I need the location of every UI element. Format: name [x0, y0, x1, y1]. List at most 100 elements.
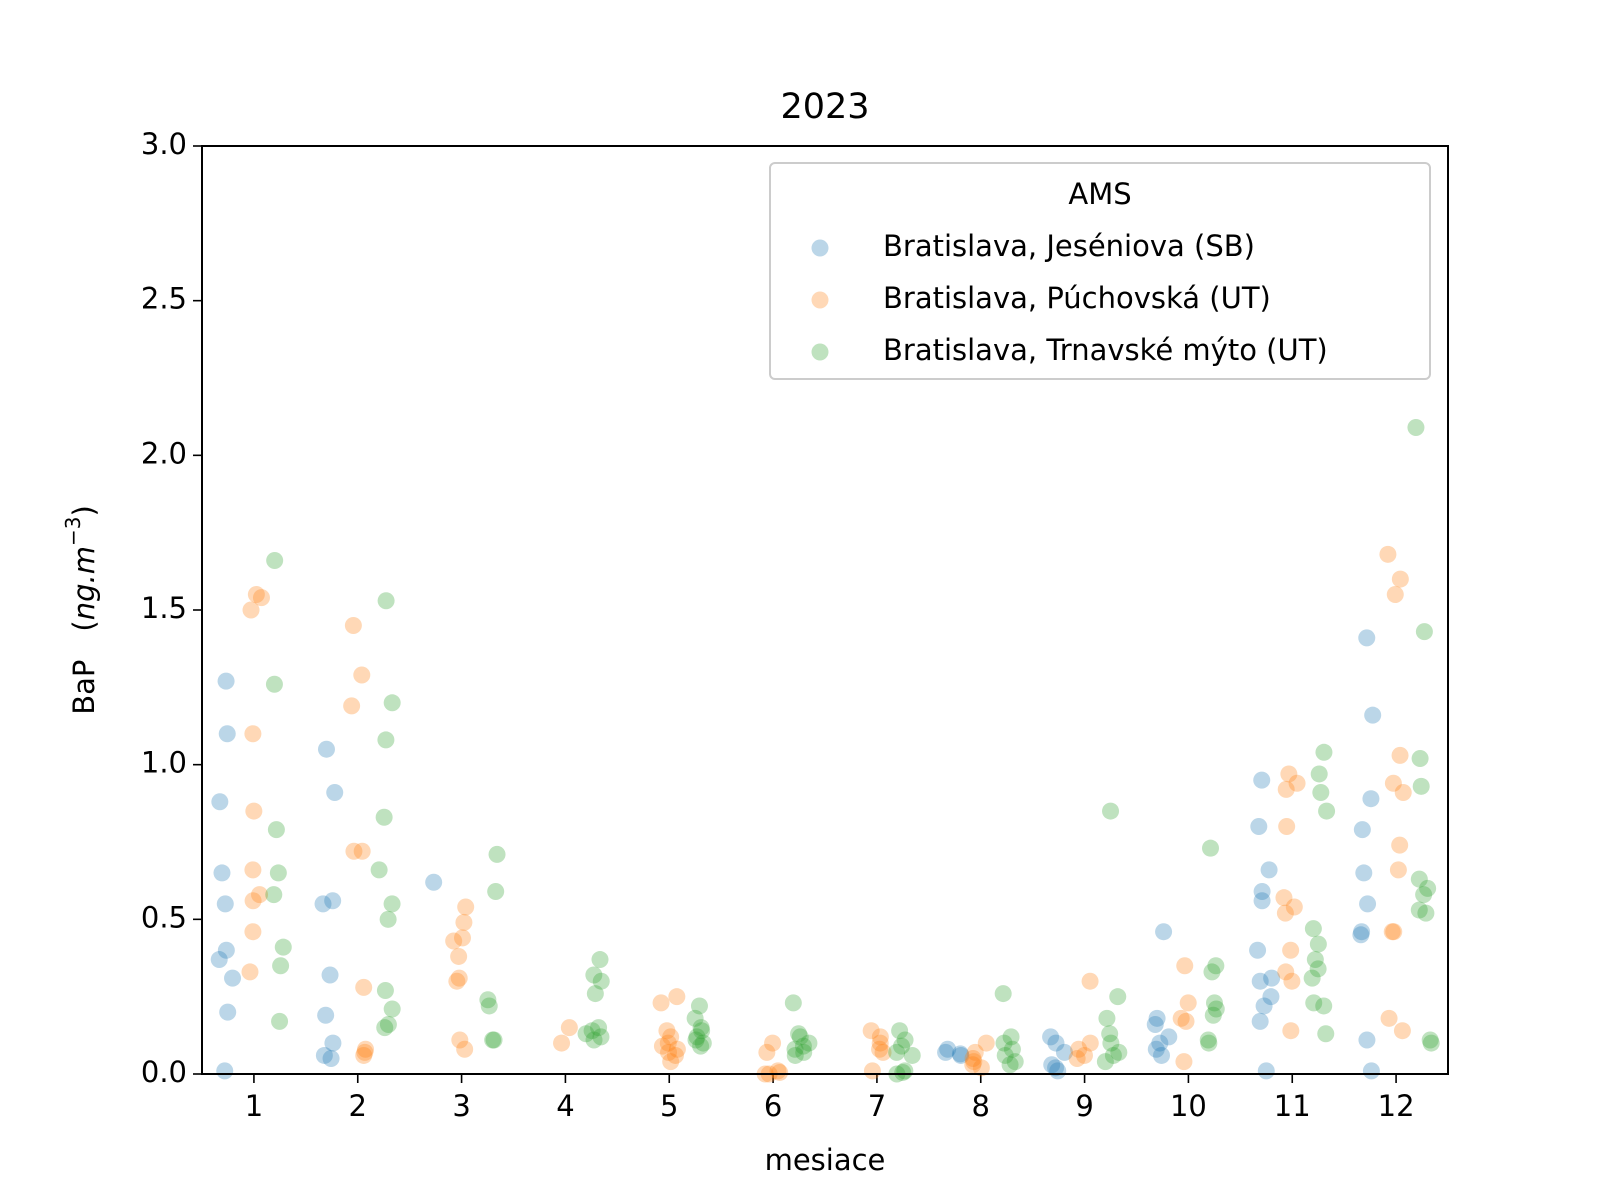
point: [585, 1031, 603, 1049]
point: [1317, 1025, 1335, 1043]
point: [795, 1043, 813, 1061]
point: [1147, 1040, 1165, 1058]
point: [1389, 861, 1407, 879]
point: [894, 1063, 912, 1081]
point: [1251, 972, 1269, 990]
point: [769, 1062, 787, 1080]
point: [668, 988, 686, 1006]
x-tick-label: 6: [764, 1089, 782, 1123]
point: [658, 1022, 676, 1040]
point: [560, 1019, 578, 1037]
point: [871, 1034, 889, 1052]
point: [1251, 1012, 1269, 1030]
point: [1415, 623, 1433, 641]
point: [216, 895, 234, 913]
point: [794, 1037, 812, 1055]
point: [1102, 1034, 1120, 1052]
point: [314, 895, 332, 913]
y-label-exp: −3: [61, 517, 85, 546]
point: [653, 1037, 671, 1055]
point: [951, 1045, 969, 1063]
point: [448, 972, 466, 990]
point: [455, 913, 473, 931]
point: [652, 994, 670, 1012]
point: [224, 969, 242, 987]
point: [479, 991, 497, 1009]
point: [1081, 972, 1099, 990]
point: [357, 1040, 375, 1058]
point: [1412, 777, 1430, 795]
point: [1055, 1043, 1073, 1061]
point: [1318, 802, 1336, 820]
point: [1204, 1006, 1222, 1024]
point: [1257, 1062, 1275, 1080]
x-tick-label: 3: [452, 1089, 470, 1123]
point: [1200, 1034, 1218, 1052]
point: [1148, 1009, 1166, 1027]
point: [1110, 1043, 1128, 1061]
point: [666, 1046, 684, 1064]
point: [1006, 1053, 1024, 1071]
point: [1096, 1053, 1114, 1071]
point: [1146, 1016, 1164, 1034]
point: [1199, 1031, 1217, 1049]
point: [244, 725, 262, 743]
point: [1419, 879, 1437, 897]
point: [1309, 935, 1327, 953]
point: [269, 864, 287, 882]
x-tick-label: 9: [1075, 1089, 1093, 1123]
point: [790, 1025, 808, 1043]
legend-label: Bratislava, Púchovská (UT): [883, 281, 1271, 315]
point: [1202, 839, 1220, 857]
legend-box: [769, 162, 1431, 380]
point: [315, 1046, 333, 1064]
point: [553, 1034, 571, 1052]
point: [353, 842, 371, 860]
point: [252, 589, 270, 607]
point: [487, 882, 505, 900]
y-tick-label: 1.0: [141, 746, 187, 780]
point: [937, 1043, 955, 1061]
point: [1384, 774, 1402, 792]
point: [377, 592, 395, 610]
point: [591, 951, 609, 969]
point: [265, 886, 283, 904]
point: [355, 978, 373, 996]
point: [786, 1040, 804, 1058]
point: [1358, 1031, 1376, 1049]
point: [244, 923, 262, 941]
point: [1249, 941, 1267, 959]
point: [660, 1043, 678, 1061]
point: [758, 1043, 776, 1061]
point: [585, 966, 603, 984]
point: [211, 793, 229, 811]
point: [1068, 1050, 1086, 1068]
point: [891, 1022, 909, 1040]
point: [862, 1022, 880, 1040]
legend-marker: [811, 239, 829, 257]
x-tick-label: 2: [349, 1089, 367, 1123]
point: [379, 1016, 397, 1034]
y-tick-label: 3.0: [141, 127, 187, 161]
point: [271, 1012, 289, 1030]
point: [345, 842, 363, 860]
y-axis-label: BaP (ng.m−3): [61, 505, 102, 715]
y-tick-label: 2.0: [141, 436, 187, 470]
point: [217, 672, 235, 690]
legend-marker: [811, 343, 829, 361]
point: [267, 821, 285, 839]
point: [1315, 997, 1333, 1015]
point: [1364, 706, 1382, 724]
point: [1277, 780, 1295, 798]
point: [1253, 892, 1271, 910]
point: [383, 694, 401, 712]
point: [586, 985, 604, 1003]
point: [217, 941, 235, 959]
point: [1391, 746, 1409, 764]
legend-label: Bratislava, Jeséniova (SB): [883, 229, 1255, 263]
point: [1362, 790, 1380, 808]
y-label-unit: ng.m: [67, 546, 101, 620]
point: [577, 1025, 595, 1043]
point: [343, 697, 361, 715]
point: [241, 963, 259, 981]
